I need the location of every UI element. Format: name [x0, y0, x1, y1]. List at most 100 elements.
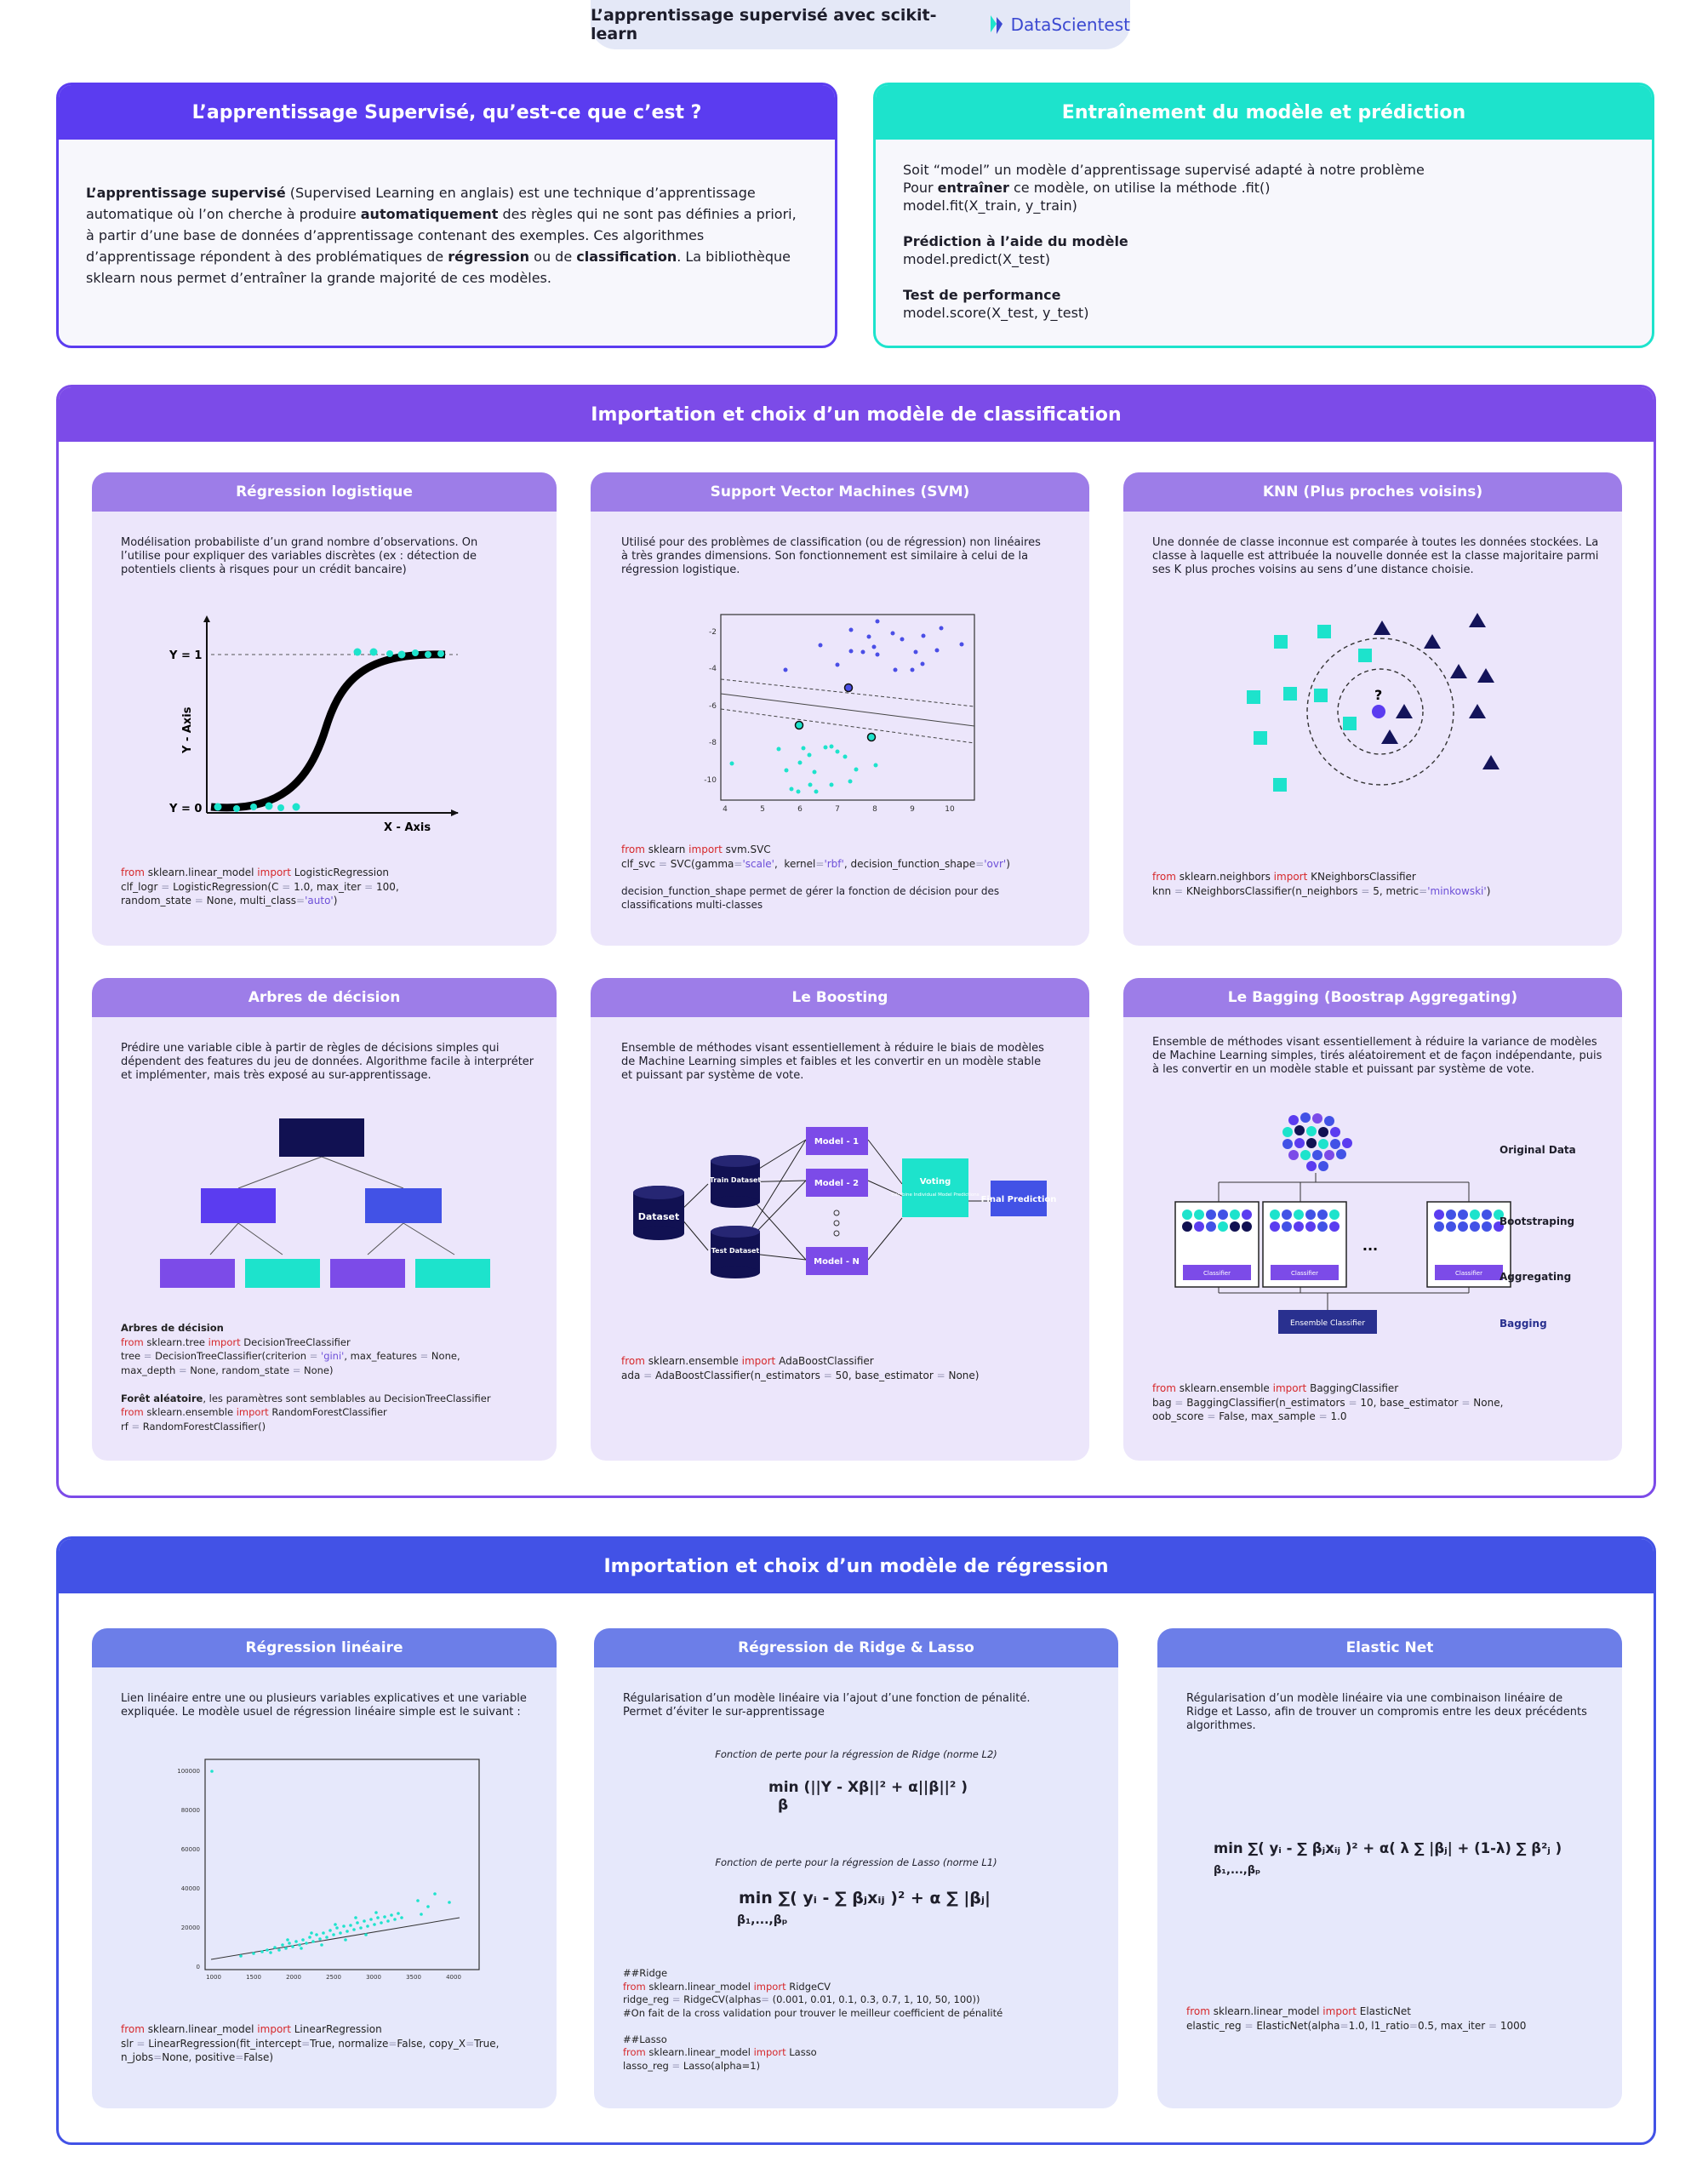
svm-y-ticks: -2 -4 -6 -8 -10: [704, 628, 717, 785]
c-txt: clf_logr: [121, 880, 162, 893]
c-op: =: [823, 1369, 832, 1381]
c-txt: RandomForestClassifier(): [140, 1420, 266, 1433]
c-kw: from: [121, 866, 145, 878]
card-knn: KNN (Plus proches voisins) Une donnée de…: [1123, 472, 1622, 946]
c-txt: sklearn.linear_model: [1209, 2005, 1323, 2017]
c-txt: n_jobs: [121, 2051, 154, 2063]
c-kw: import: [753, 1980, 786, 1993]
training-predict: model.predict(X_test): [903, 251, 1050, 267]
c-txt: AdaBoostClassifier: [775, 1355, 874, 1367]
c-op: =: [936, 1369, 945, 1381]
c-txt: Lasso(alpha=1): [680, 2059, 761, 2072]
lin-points: [210, 1770, 451, 1958]
tree-diagram: [160, 1118, 490, 1288]
c-kw: import: [741, 1355, 776, 1367]
c-op: =: [161, 880, 170, 893]
c-txt: lasso_reg: [623, 2059, 672, 2072]
model-1-label: Model - 1: [814, 1137, 859, 1147]
lasso-formula: min ∑( yᵢ - ∑ βⱼxᵢⱼ )² + α ∑ |βⱼ|: [739, 1889, 991, 1907]
c-txt: 100,: [373, 880, 399, 893]
c-txt: True,: [474, 2037, 500, 2050]
c-txt: BaggingClassifier: [1306, 1382, 1399, 1394]
model-2-box: [806, 1169, 868, 1197]
card-bagging: Le Bagging (Boostrap Aggregating) Ensemb…: [1123, 978, 1622, 1461]
knn-diagram: ?: [1247, 613, 1499, 792]
c-txt: , kernel: [774, 857, 816, 870]
c-txt: sklearn.linear_model: [144, 866, 258, 878]
bagging-diagram: Classifier Classifier Classifier Ensembl…: [1174, 1112, 1576, 1334]
page-title: L’apprentissage supervisé avec scikit-le…: [591, 6, 937, 43]
card-ridge-lasso: Régression de Ridge & Lasso Régularisati…: [594, 1628, 1118, 2108]
c-txt: AdaBoostClassifier(n_estimators: [652, 1369, 824, 1381]
c-op: =: [1318, 1410, 1328, 1422]
tree-text: Prédire une variable cible à partir de r…: [121, 1042, 534, 1082]
points-class-0: [214, 802, 300, 812]
x-arrow: [451, 809, 459, 816]
c-op: =: [420, 1350, 429, 1362]
support-vector-a: [843, 683, 854, 693]
c-str: 'auto': [305, 895, 334, 906]
ridge-formula: min (||Y - Xβ||² + α||β||² ): [768, 1779, 968, 1796]
c-kw: from: [121, 2023, 145, 2035]
c-txt: Lasso: [785, 2046, 817, 2058]
c-txt: 50, base_estimator: [831, 1369, 937, 1381]
svg-text:-6: -6: [709, 702, 717, 711]
training-line-1: Soit “model” un modèle d’apprentissage s…: [903, 162, 1425, 178]
training-heading-score: Test de performance: [903, 287, 1061, 303]
intro-text-1: (Supervised Learning en anglais) est une…: [86, 185, 756, 222]
c-op: =: [364, 880, 374, 893]
svg-text:5: 5: [760, 805, 765, 814]
c-kw: import: [208, 1335, 241, 1348]
c-txt: ridge_reg: [623, 1993, 672, 2005]
card-boosting: Le Boosting Ensemble de méthodes visant …: [591, 978, 1089, 1461]
c-txt: None,: [1470, 1396, 1504, 1409]
c-kw: from: [623, 2046, 646, 2058]
margin-upper: [720, 678, 975, 707]
c-txt: tree: [121, 1350, 144, 1362]
c-txt: 1.0, max_iter: [290, 880, 365, 893]
svg-text:100000: 100000: [177, 1768, 200, 1775]
c-txt: None, multi_class: [203, 895, 297, 906]
c-str: 'scale': [742, 857, 774, 870]
sigmoid-curve: [210, 650, 446, 812]
svg-text:-4: -4: [709, 665, 717, 673]
svg-text:80000: 80000: [181, 1807, 200, 1814]
svg-text:0: 0: [197, 1964, 200, 1970]
c-op: =: [136, 2037, 146, 2050]
tree-root-node: [279, 1118, 364, 1157]
tree-node-left: [201, 1188, 276, 1223]
svg-text:60000: 60000: [181, 1846, 200, 1853]
svg-text:6: 6: [797, 805, 803, 814]
svg-text:4000: 4000: [446, 1974, 461, 1981]
intro-bold-1: L’apprentissage supervisé: [86, 185, 286, 201]
elastic-text: Régularisation d’un modèle linéaire via …: [1186, 1692, 1587, 1732]
c-txt: None,: [428, 1350, 460, 1362]
c-txt: sklearn.tree: [143, 1335, 209, 1348]
training-heading-predict: Prédiction à l’aide du modèle: [903, 233, 1128, 249]
unknown-label: ?: [1374, 687, 1382, 703]
ensemble-box: [1278, 1310, 1377, 1334]
c-op: =: [292, 1364, 301, 1376]
y0-label: Y = 0: [169, 803, 202, 815]
lasso-formula-caption: Fonction de perte pour la régression de …: [715, 1856, 997, 1868]
header-tab: L’apprentissage supervisé avec scikit-le…: [591, 0, 1130, 49]
c-txt: max_depth: [121, 1364, 179, 1376]
card-logistic-regression: Régression logistique Modélisation proba…: [92, 472, 557, 946]
svm-x-ticks: 4 5 6 7 8 9 10: [723, 805, 955, 814]
model-1-box: [806, 1127, 868, 1155]
c-txt: , decision_function_shape: [843, 857, 976, 870]
c-txt: KNeighborsClassifier: [1307, 871, 1416, 883]
c-str: 'ovr': [984, 857, 1007, 870]
svg-text:-8: -8: [709, 739, 717, 747]
original-data-dots: [1282, 1112, 1352, 1171]
c-txt: sklearn.ensemble: [1175, 1382, 1273, 1394]
c-op: =: [1348, 1396, 1357, 1409]
lasso-formula-sub: β₁,...,βₚ: [737, 1913, 788, 1927]
unknown-point: [1372, 705, 1385, 718]
c-txt: None): [300, 1364, 334, 1376]
training-line-2b: entraîner: [937, 180, 1009, 196]
intro-text: L’apprentissage supervisé (Supervised Le…: [59, 140, 835, 289]
svg-text:2000: 2000: [286, 1974, 301, 1981]
c-op: =: [671, 1993, 681, 2005]
svm-note: decision_function_shape permet de gérer …: [621, 885, 1000, 911]
